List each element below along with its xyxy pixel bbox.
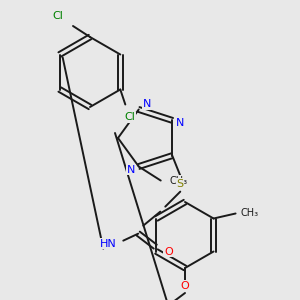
Text: Cl: Cl xyxy=(52,11,63,21)
Text: CH₃: CH₃ xyxy=(170,176,188,185)
Text: HN: HN xyxy=(100,238,117,249)
Text: S: S xyxy=(177,178,184,189)
Text: CH₃: CH₃ xyxy=(241,208,259,218)
Text: O: O xyxy=(164,247,172,256)
Text: N: N xyxy=(142,100,151,110)
Text: N: N xyxy=(176,118,184,128)
Text: Cl: Cl xyxy=(125,112,136,122)
Text: N: N xyxy=(127,164,135,175)
Text: O: O xyxy=(181,281,189,291)
